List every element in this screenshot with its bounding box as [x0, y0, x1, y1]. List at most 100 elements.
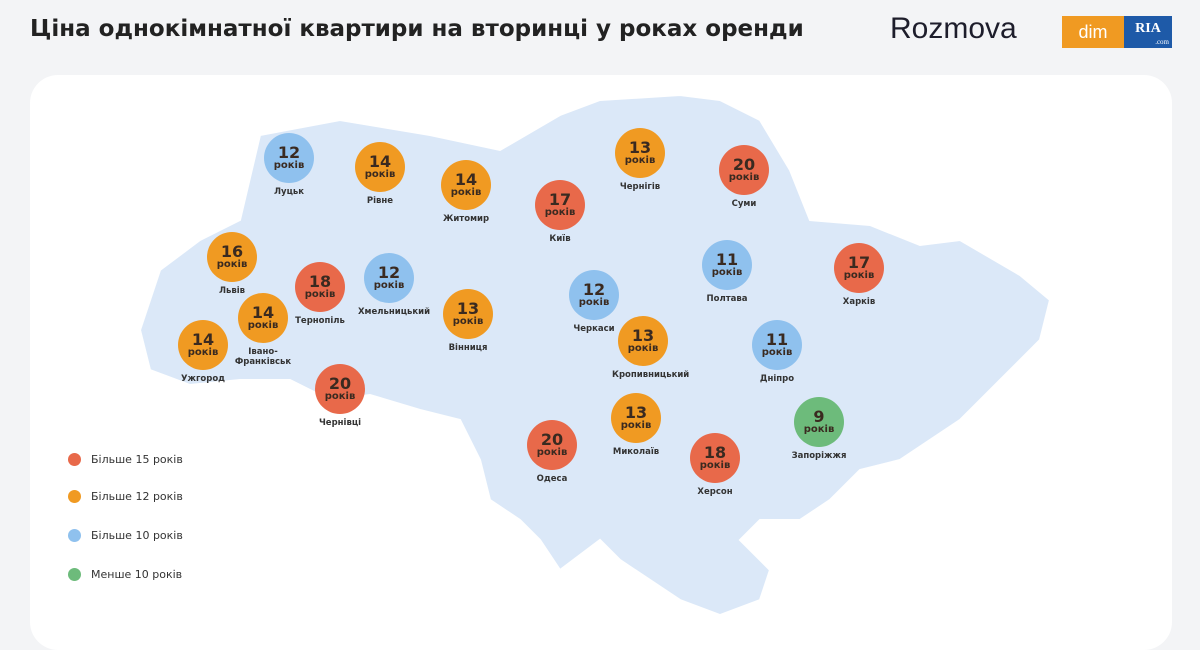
- legend-item: Більше 12 років: [68, 490, 183, 503]
- city-name: Львів: [218, 286, 246, 296]
- legend-item: Більше 15 років: [68, 453, 183, 466]
- city-unit: років: [247, 320, 279, 331]
- city-circle: 12 років: [364, 253, 414, 303]
- city-unit: років: [627, 343, 659, 354]
- legend-swatch: [68, 529, 81, 542]
- city: 13 років Кропивницький: [593, 316, 693, 380]
- city-value: 9: [813, 407, 825, 426]
- city-value: 12: [277, 143, 301, 162]
- city: 13 років Чернігів: [590, 128, 690, 192]
- city-unit: років: [216, 259, 248, 270]
- city-value: 13: [628, 138, 652, 157]
- city-circle: 11 років: [752, 320, 802, 370]
- city-circle: 14 років: [355, 142, 405, 192]
- city-circle: 20 років: [719, 145, 769, 195]
- city-circle: 12 років: [264, 133, 314, 183]
- city-name: Житомир: [442, 214, 490, 224]
- city-name: Чернівці: [318, 418, 362, 428]
- city-name: Ужгород: [180, 374, 226, 384]
- city-value: 13: [624, 403, 648, 422]
- city-circle: 14 років: [178, 320, 228, 370]
- city: 9 років Запоріжжя: [769, 397, 869, 461]
- legend-swatch: [68, 568, 81, 581]
- city-name: Суми: [731, 199, 757, 209]
- city: 14 років Житомир: [416, 160, 516, 224]
- city-name: Дніпро: [759, 374, 795, 384]
- logo-ria-text: RIA: [1135, 21, 1161, 36]
- city-name: Кропивницький: [612, 370, 690, 380]
- legend-item: Менше 10 років: [68, 568, 182, 581]
- city: 20 років Чернівці: [290, 364, 390, 428]
- city-value: 20: [732, 155, 756, 174]
- city: 12 років Черкаси: [544, 270, 644, 334]
- city-value: 14: [191, 330, 215, 349]
- city: 14 років Івано-Франківськ: [213, 293, 313, 367]
- city-name: Запоріжжя: [791, 451, 847, 461]
- city-name: Вінниця: [448, 343, 488, 353]
- city-circle: 20 років: [527, 420, 577, 470]
- city-circle: 13 років: [443, 289, 493, 339]
- logo-ria: RIA .com: [1124, 16, 1172, 48]
- city-name: Полтава: [706, 294, 748, 304]
- city-value: 13: [456, 299, 480, 318]
- city-unit: років: [373, 280, 405, 291]
- city-value: 14: [368, 152, 392, 171]
- city-name: Чернігів: [619, 182, 661, 192]
- city-name: Івано-Франківськ: [234, 347, 292, 368]
- city: 20 років Суми: [694, 145, 794, 209]
- city: 12 років Луцьк: [239, 133, 339, 197]
- city-value: 17: [548, 190, 572, 209]
- city: 17 років Київ: [510, 180, 610, 244]
- city: 14 років Ужгород: [153, 320, 253, 384]
- legend-item: Більше 10 років: [68, 529, 183, 542]
- legend-swatch: [68, 453, 81, 466]
- city-circle: 18 років: [690, 433, 740, 483]
- city: 14 років Рівне: [330, 142, 430, 206]
- city-circle: 13 років: [615, 128, 665, 178]
- city-unit: років: [273, 160, 305, 171]
- legend-label: Більше 15 років: [91, 453, 183, 466]
- ukraine-shape: [138, 93, 1052, 617]
- city-name: Київ: [549, 234, 571, 244]
- city-name: Черкаси: [573, 324, 615, 334]
- city-circle: 14 років: [441, 160, 491, 210]
- city-value: 13: [631, 326, 655, 345]
- logo-rozmova: Rozmova: [890, 12, 1017, 45]
- city-unit: років: [620, 420, 652, 431]
- legend-label: Більше 10 років: [91, 529, 183, 542]
- city-circle: 17 років: [834, 243, 884, 293]
- city-value: 11: [765, 330, 789, 349]
- city-circle: 14 років: [238, 293, 288, 343]
- city-value: 18: [308, 272, 332, 291]
- city-circle: 17 років: [535, 180, 585, 230]
- city-value: 12: [582, 280, 606, 299]
- city-value: 14: [251, 303, 275, 322]
- city-circle: 11 років: [702, 240, 752, 290]
- city-value: 17: [847, 253, 871, 272]
- city-name: Херсон: [697, 487, 733, 497]
- city: 11 років Дніпро: [727, 320, 827, 384]
- city: 18 років Тернопіль: [270, 262, 370, 326]
- city-circle: 13 років: [611, 393, 661, 443]
- city: 11 років Полтава: [677, 240, 777, 304]
- city-unit: років: [803, 424, 835, 435]
- city-name: Тернопіль: [295, 316, 345, 326]
- city: 13 років Вінниця: [418, 289, 518, 353]
- city-value: 20: [540, 430, 564, 449]
- city-circle: 20 років: [315, 364, 365, 414]
- city-circle: 13 років: [618, 316, 668, 366]
- city-value: 16: [220, 242, 244, 261]
- legend-swatch: [68, 490, 81, 503]
- city: 16 років Львів: [182, 232, 282, 296]
- city-value: 14: [454, 170, 478, 189]
- title: Ціна однокімнатної квартири на вторинці …: [30, 16, 804, 42]
- city-unit: років: [728, 172, 760, 183]
- city-unit: років: [452, 316, 484, 327]
- city-value: 18: [703, 443, 727, 462]
- city-unit: років: [699, 460, 731, 471]
- city-unit: років: [187, 347, 219, 358]
- city: 17 років Харків: [809, 243, 909, 307]
- city-unit: років: [450, 187, 482, 198]
